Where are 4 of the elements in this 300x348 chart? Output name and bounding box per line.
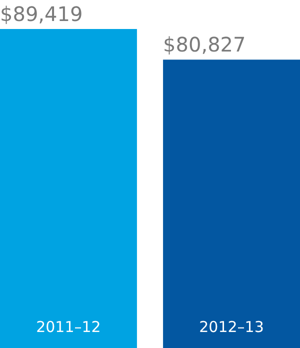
x-tick-label: 2011–12 xyxy=(36,318,101,336)
data-label: $80,827 xyxy=(163,32,246,57)
data-label: $89,419 xyxy=(0,2,83,26)
x-tick-label: 2012–13 xyxy=(199,318,264,336)
